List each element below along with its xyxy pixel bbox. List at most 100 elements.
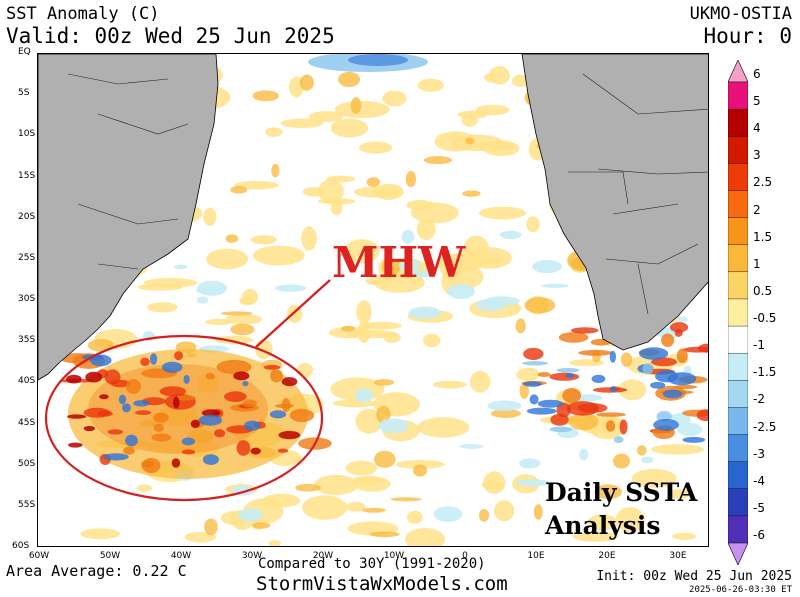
anomaly-patch: [526, 216, 540, 233]
anomaly-patch: [361, 507, 386, 513]
anomaly-patch: [578, 349, 613, 356]
lon-label: 20W: [312, 551, 334, 561]
anomaly-patch: [302, 187, 326, 197]
anomaly-patch: [90, 354, 112, 367]
colorbar-label: -3: [753, 446, 765, 461]
anomaly-patch: [669, 322, 689, 333]
init-time: Init: 00z Wed 25 Jun 2025: [596, 569, 792, 584]
anomaly-patch: [332, 399, 379, 408]
anomaly-patch: [83, 425, 96, 432]
africa-land: [521, 54, 708, 351]
anomaly-patch: [133, 400, 150, 407]
anomaly-patch: [612, 453, 631, 469]
anomaly-patch: [80, 528, 120, 540]
anomaly-patch: [416, 218, 436, 241]
anomaly-patch: [615, 507, 645, 533]
anomaly-patch: [238, 508, 263, 522]
lat-label: 15S: [18, 170, 36, 181]
anomaly-patch: [345, 460, 378, 476]
anomaly-patch: [268, 540, 281, 546]
lon-label: 20E: [598, 551, 616, 561]
anomaly-patch: [281, 377, 298, 387]
anomaly-patch: [610, 386, 617, 393]
anomaly-patch: [151, 433, 172, 442]
anomaly-patch: [406, 510, 423, 524]
anomaly-patch: [183, 374, 190, 384]
anomaly-patch: [196, 280, 228, 296]
lat-label: 45S: [18, 417, 36, 428]
colorbar-label: 5: [753, 94, 761, 109]
anomaly-patch: [136, 484, 153, 492]
anomaly-patch: [524, 297, 556, 314]
anomaly-patch: [478, 508, 490, 522]
anomaly-patch: [522, 361, 548, 366]
colorbar-label: 4: [753, 121, 761, 136]
anomaly-patch: [66, 374, 82, 384]
anomaly-patch: [205, 318, 231, 326]
area-average: Area Average: 0.22 C: [6, 562, 187, 580]
anomaly-patch: [515, 318, 526, 334]
anomaly-patch: [341, 325, 356, 332]
anomaly-patch: [85, 371, 103, 383]
anomaly-patch: [631, 468, 677, 488]
anomaly-patch: [487, 400, 522, 411]
colorbar: [728, 60, 748, 565]
anomaly-patch: [499, 230, 522, 240]
anomaly-patch: [661, 333, 675, 347]
forecast-hour: Hour: 0: [703, 24, 792, 48]
lat-label: 10S: [18, 129, 36, 140]
model-name: UKMO-OSTIA: [689, 4, 792, 24]
daily-ssta-line1: Daily SSTA: [545, 478, 698, 507]
anomaly-patch: [540, 283, 569, 288]
anomaly-patch: [274, 403, 294, 408]
anomaly-patch: [519, 382, 530, 399]
anomaly-patch: [365, 276, 394, 286]
anomaly-patch: [515, 479, 551, 487]
colorbar-swatch: [728, 163, 748, 192]
anomaly-patch: [667, 489, 690, 499]
anomaly-patch: [609, 350, 617, 363]
anomaly-patch: [122, 403, 131, 413]
lat-label: 50S: [18, 458, 36, 469]
anomaly-patch: [565, 373, 575, 378]
anomaly-patch: [529, 394, 539, 405]
colorbar-label: 0.5: [753, 283, 773, 298]
anomaly-patch: [619, 419, 628, 435]
colorbar-swatch: [728, 244, 748, 273]
anomaly-patch: [484, 296, 520, 306]
colorbar-swatch: [728, 271, 748, 300]
anomaly-patch: [537, 399, 564, 408]
anomaly-patch: [313, 474, 358, 496]
anomaly-patch: [118, 394, 127, 405]
anomaly-patch: [317, 198, 356, 205]
anomaly-patch: [596, 412, 627, 417]
colorbar-bottom-arrow: [728, 542, 748, 565]
anomaly-patch: [318, 179, 344, 204]
anomaly-patch: [346, 501, 366, 512]
anomaly-patch: [352, 476, 384, 484]
anomaly-patch: [252, 245, 305, 266]
anomaly-patch: [662, 389, 683, 399]
colorbar-label: -2.5: [753, 419, 777, 434]
anomaly-patch: [523, 381, 543, 387]
anomaly-patch: [297, 362, 314, 378]
anomaly-patch: [620, 352, 633, 367]
anomaly-patch: [696, 409, 708, 422]
anomaly-patch: [618, 379, 647, 401]
anomaly-patch: [243, 420, 261, 431]
anomaly-patch: [242, 380, 249, 387]
anomaly-patch: [214, 335, 254, 345]
anomaly-patch: [698, 343, 708, 353]
anomaly-patch: [184, 531, 217, 543]
south-america-land: [38, 54, 219, 381]
anomaly-patch: [469, 370, 491, 393]
colorbar-swatch: [728, 298, 748, 327]
lat-label: 55S: [18, 499, 36, 510]
lon-label: 0: [462, 551, 468, 561]
anomaly-patch: [511, 74, 530, 88]
anomaly-patch: [373, 379, 395, 386]
anomaly-patch: [348, 54, 408, 66]
anomaly-patch: [171, 458, 181, 468]
anomaly-patch: [556, 367, 580, 373]
colorbar-label: 6: [753, 67, 761, 81]
